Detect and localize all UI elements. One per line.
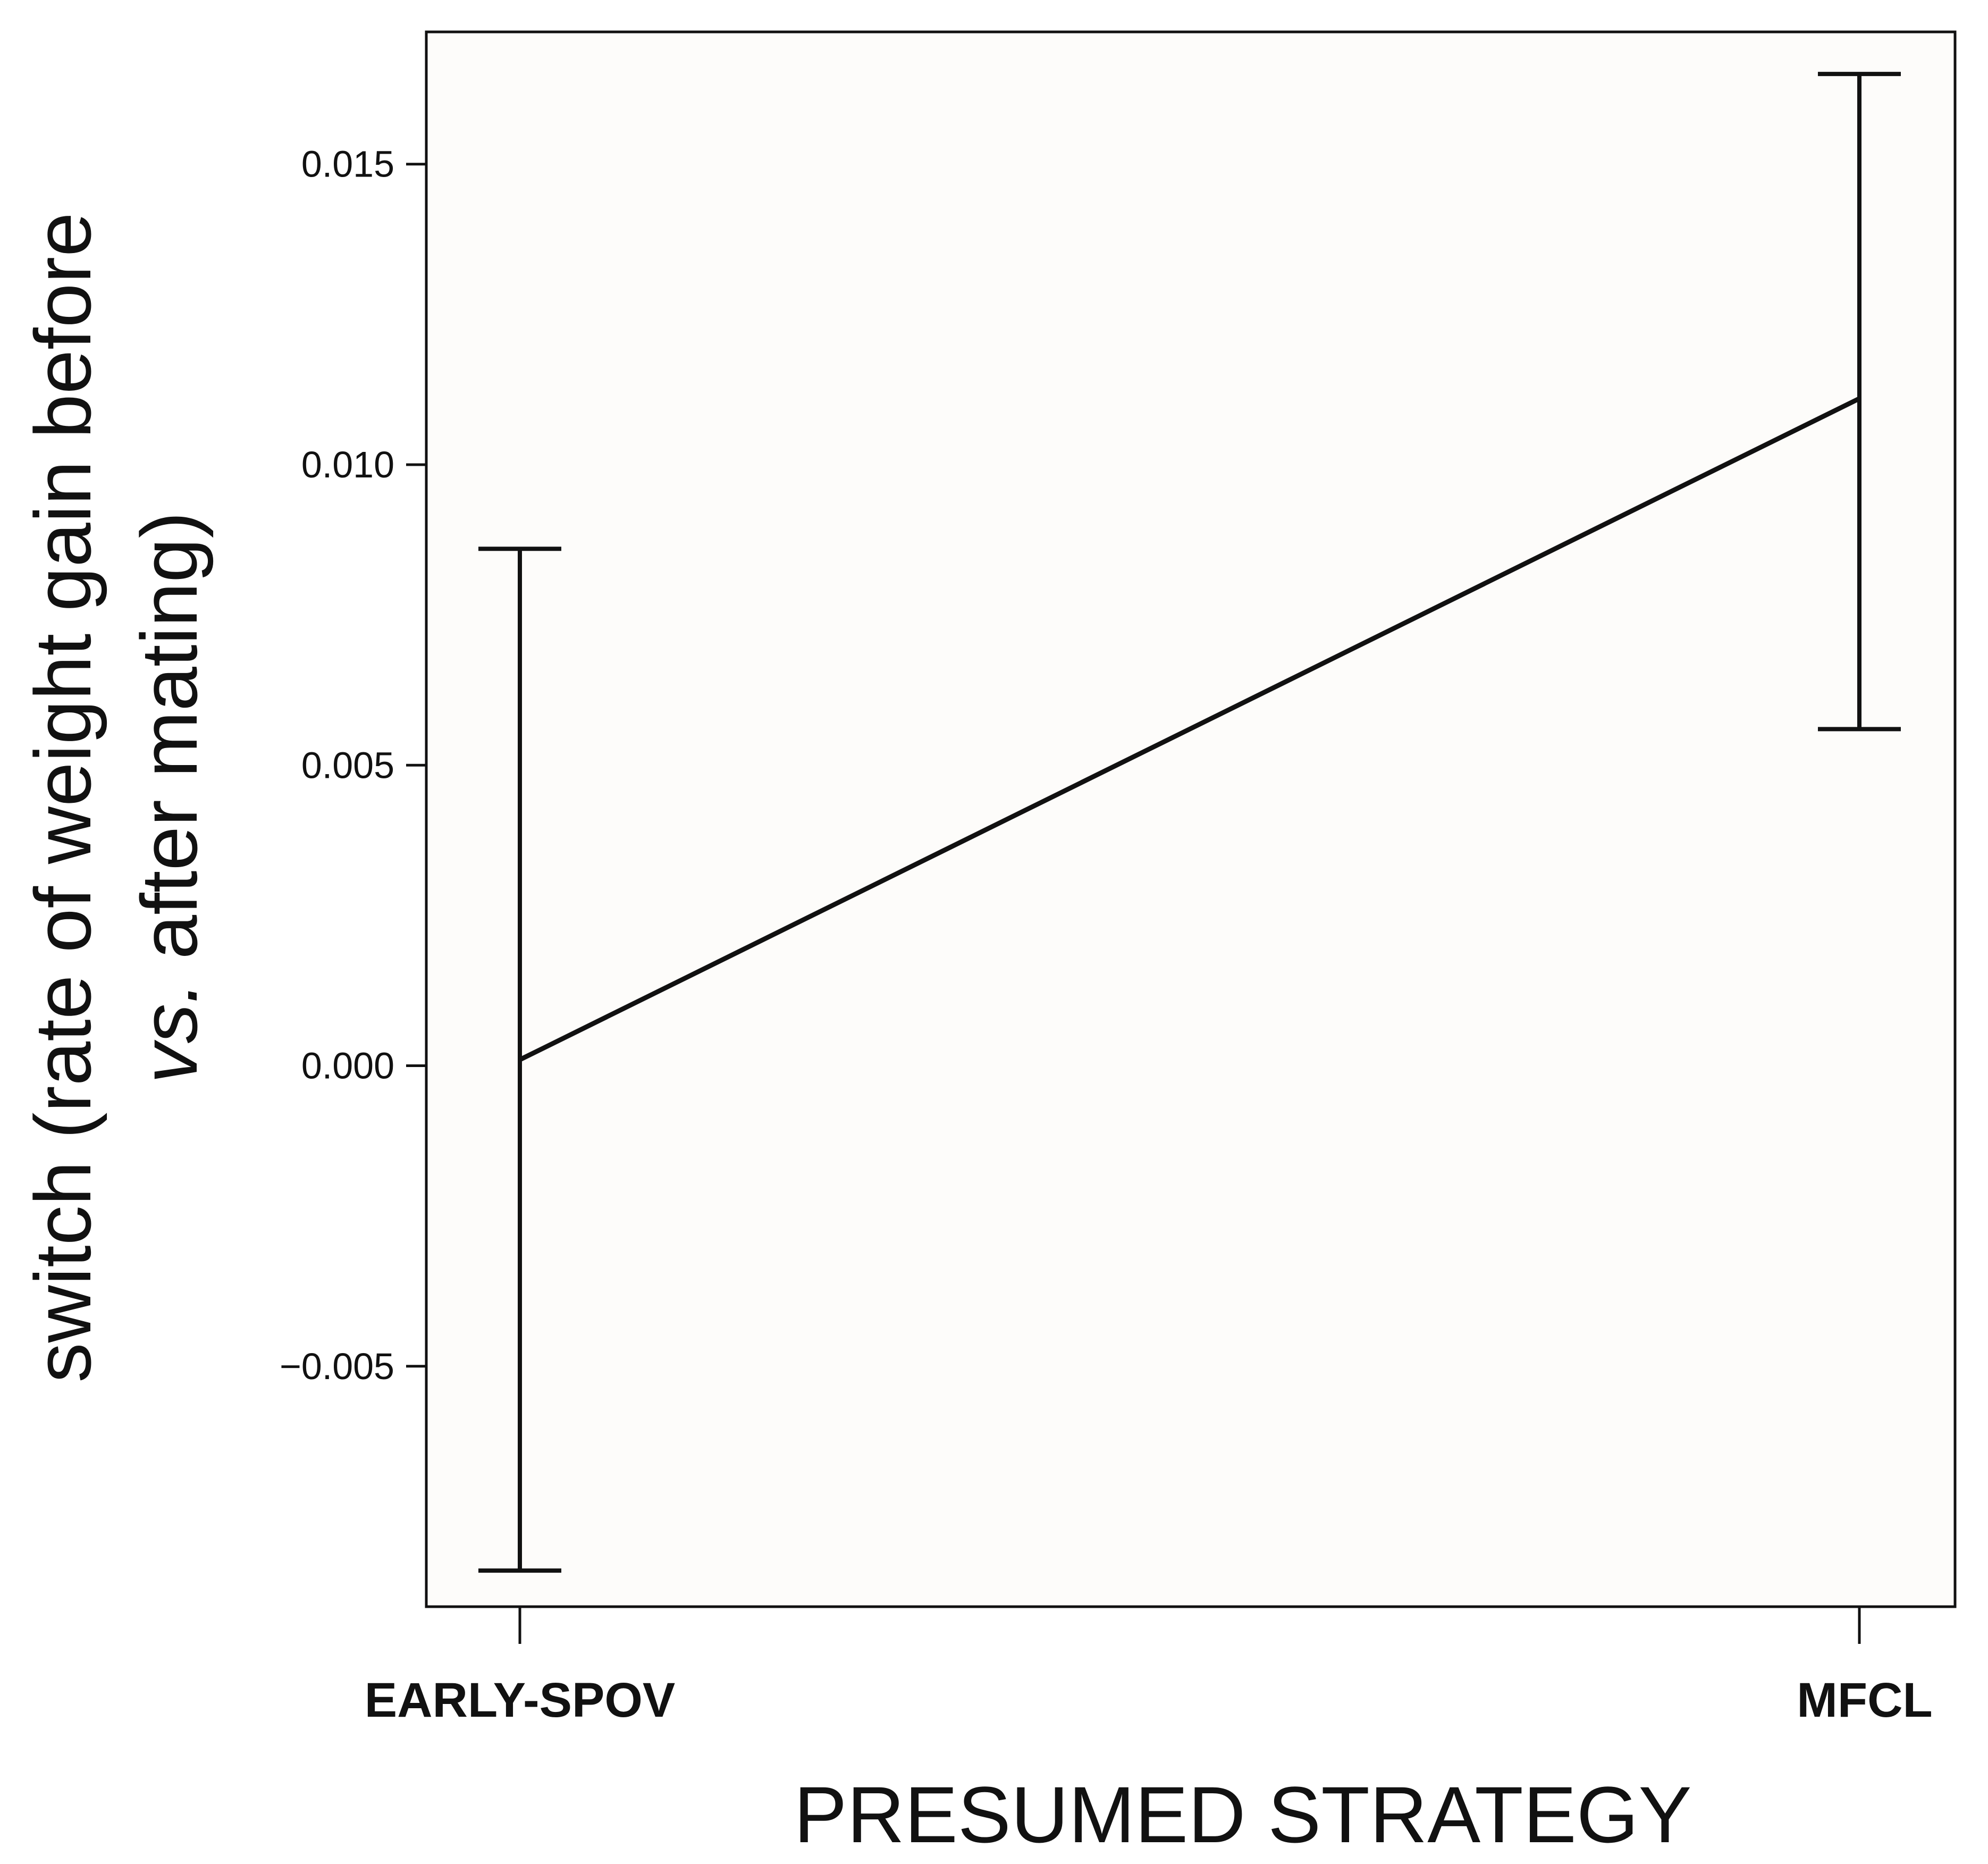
y-axis-title-rest: after mating) xyxy=(124,511,214,981)
y-axis-title-line1: switch (rate of weight gain before xyxy=(18,212,107,1382)
y-tick-label: 0.000 xyxy=(301,1045,394,1087)
y-axis-title: switch (rate of weight gain before vs. a… xyxy=(18,212,214,1382)
x-tick-label: MFCL xyxy=(1797,1673,1932,1727)
y-tick-label: 0.010 xyxy=(301,444,394,485)
x-tick-label: EARLY-SPOV xyxy=(365,1673,676,1727)
x-axis: EARLY-SPOV MFCL xyxy=(365,1607,1933,1727)
series-line xyxy=(519,396,1860,1062)
data-marks xyxy=(478,72,1901,1573)
x-axis-title: PRESUMED STRATEGY xyxy=(794,1770,1691,1859)
plot-area xyxy=(425,30,1957,1608)
y-tick-label: −0.005 xyxy=(280,1346,394,1387)
y-tick-label: 0.005 xyxy=(301,744,394,786)
y-axis-title-italic: vs. xyxy=(124,981,214,1084)
y-axis: −0.005 0.000 0.005 0.010 0.015 xyxy=(280,144,426,1387)
y-tick-label: 0.015 xyxy=(301,144,394,185)
y-axis-title-line2: vs. after mating) xyxy=(124,511,214,1083)
